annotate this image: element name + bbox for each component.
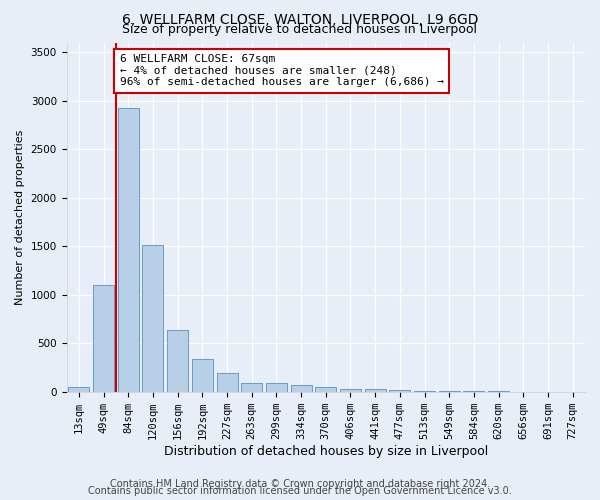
Bar bbox=[414, 391, 435, 392]
Bar bbox=[290, 386, 311, 392]
Bar bbox=[217, 374, 238, 392]
Bar bbox=[241, 382, 262, 392]
Text: Contains public sector information licensed under the Open Government Licence v3: Contains public sector information licen… bbox=[88, 486, 512, 496]
X-axis label: Distribution of detached houses by size in Liverpool: Distribution of detached houses by size … bbox=[164, 444, 488, 458]
Bar bbox=[340, 389, 361, 392]
Bar bbox=[93, 285, 114, 392]
Bar bbox=[266, 383, 287, 392]
Bar bbox=[192, 358, 213, 392]
Bar bbox=[167, 330, 188, 392]
Bar bbox=[389, 390, 410, 392]
Y-axis label: Number of detached properties: Number of detached properties bbox=[15, 130, 25, 305]
Bar bbox=[315, 387, 336, 392]
Bar bbox=[118, 108, 139, 392]
Text: 6 WELLFARM CLOSE: 67sqm
← 4% of detached houses are smaller (248)
96% of semi-de: 6 WELLFARM CLOSE: 67sqm ← 4% of detached… bbox=[119, 54, 443, 88]
Text: Contains HM Land Registry data © Crown copyright and database right 2024.: Contains HM Land Registry data © Crown c… bbox=[110, 479, 490, 489]
Bar bbox=[142, 245, 163, 392]
Bar bbox=[365, 390, 386, 392]
Bar bbox=[68, 387, 89, 392]
Text: 6, WELLFARM CLOSE, WALTON, LIVERPOOL, L9 6GD: 6, WELLFARM CLOSE, WALTON, LIVERPOOL, L9… bbox=[122, 12, 478, 26]
Text: Size of property relative to detached houses in Liverpool: Size of property relative to detached ho… bbox=[122, 24, 478, 36]
